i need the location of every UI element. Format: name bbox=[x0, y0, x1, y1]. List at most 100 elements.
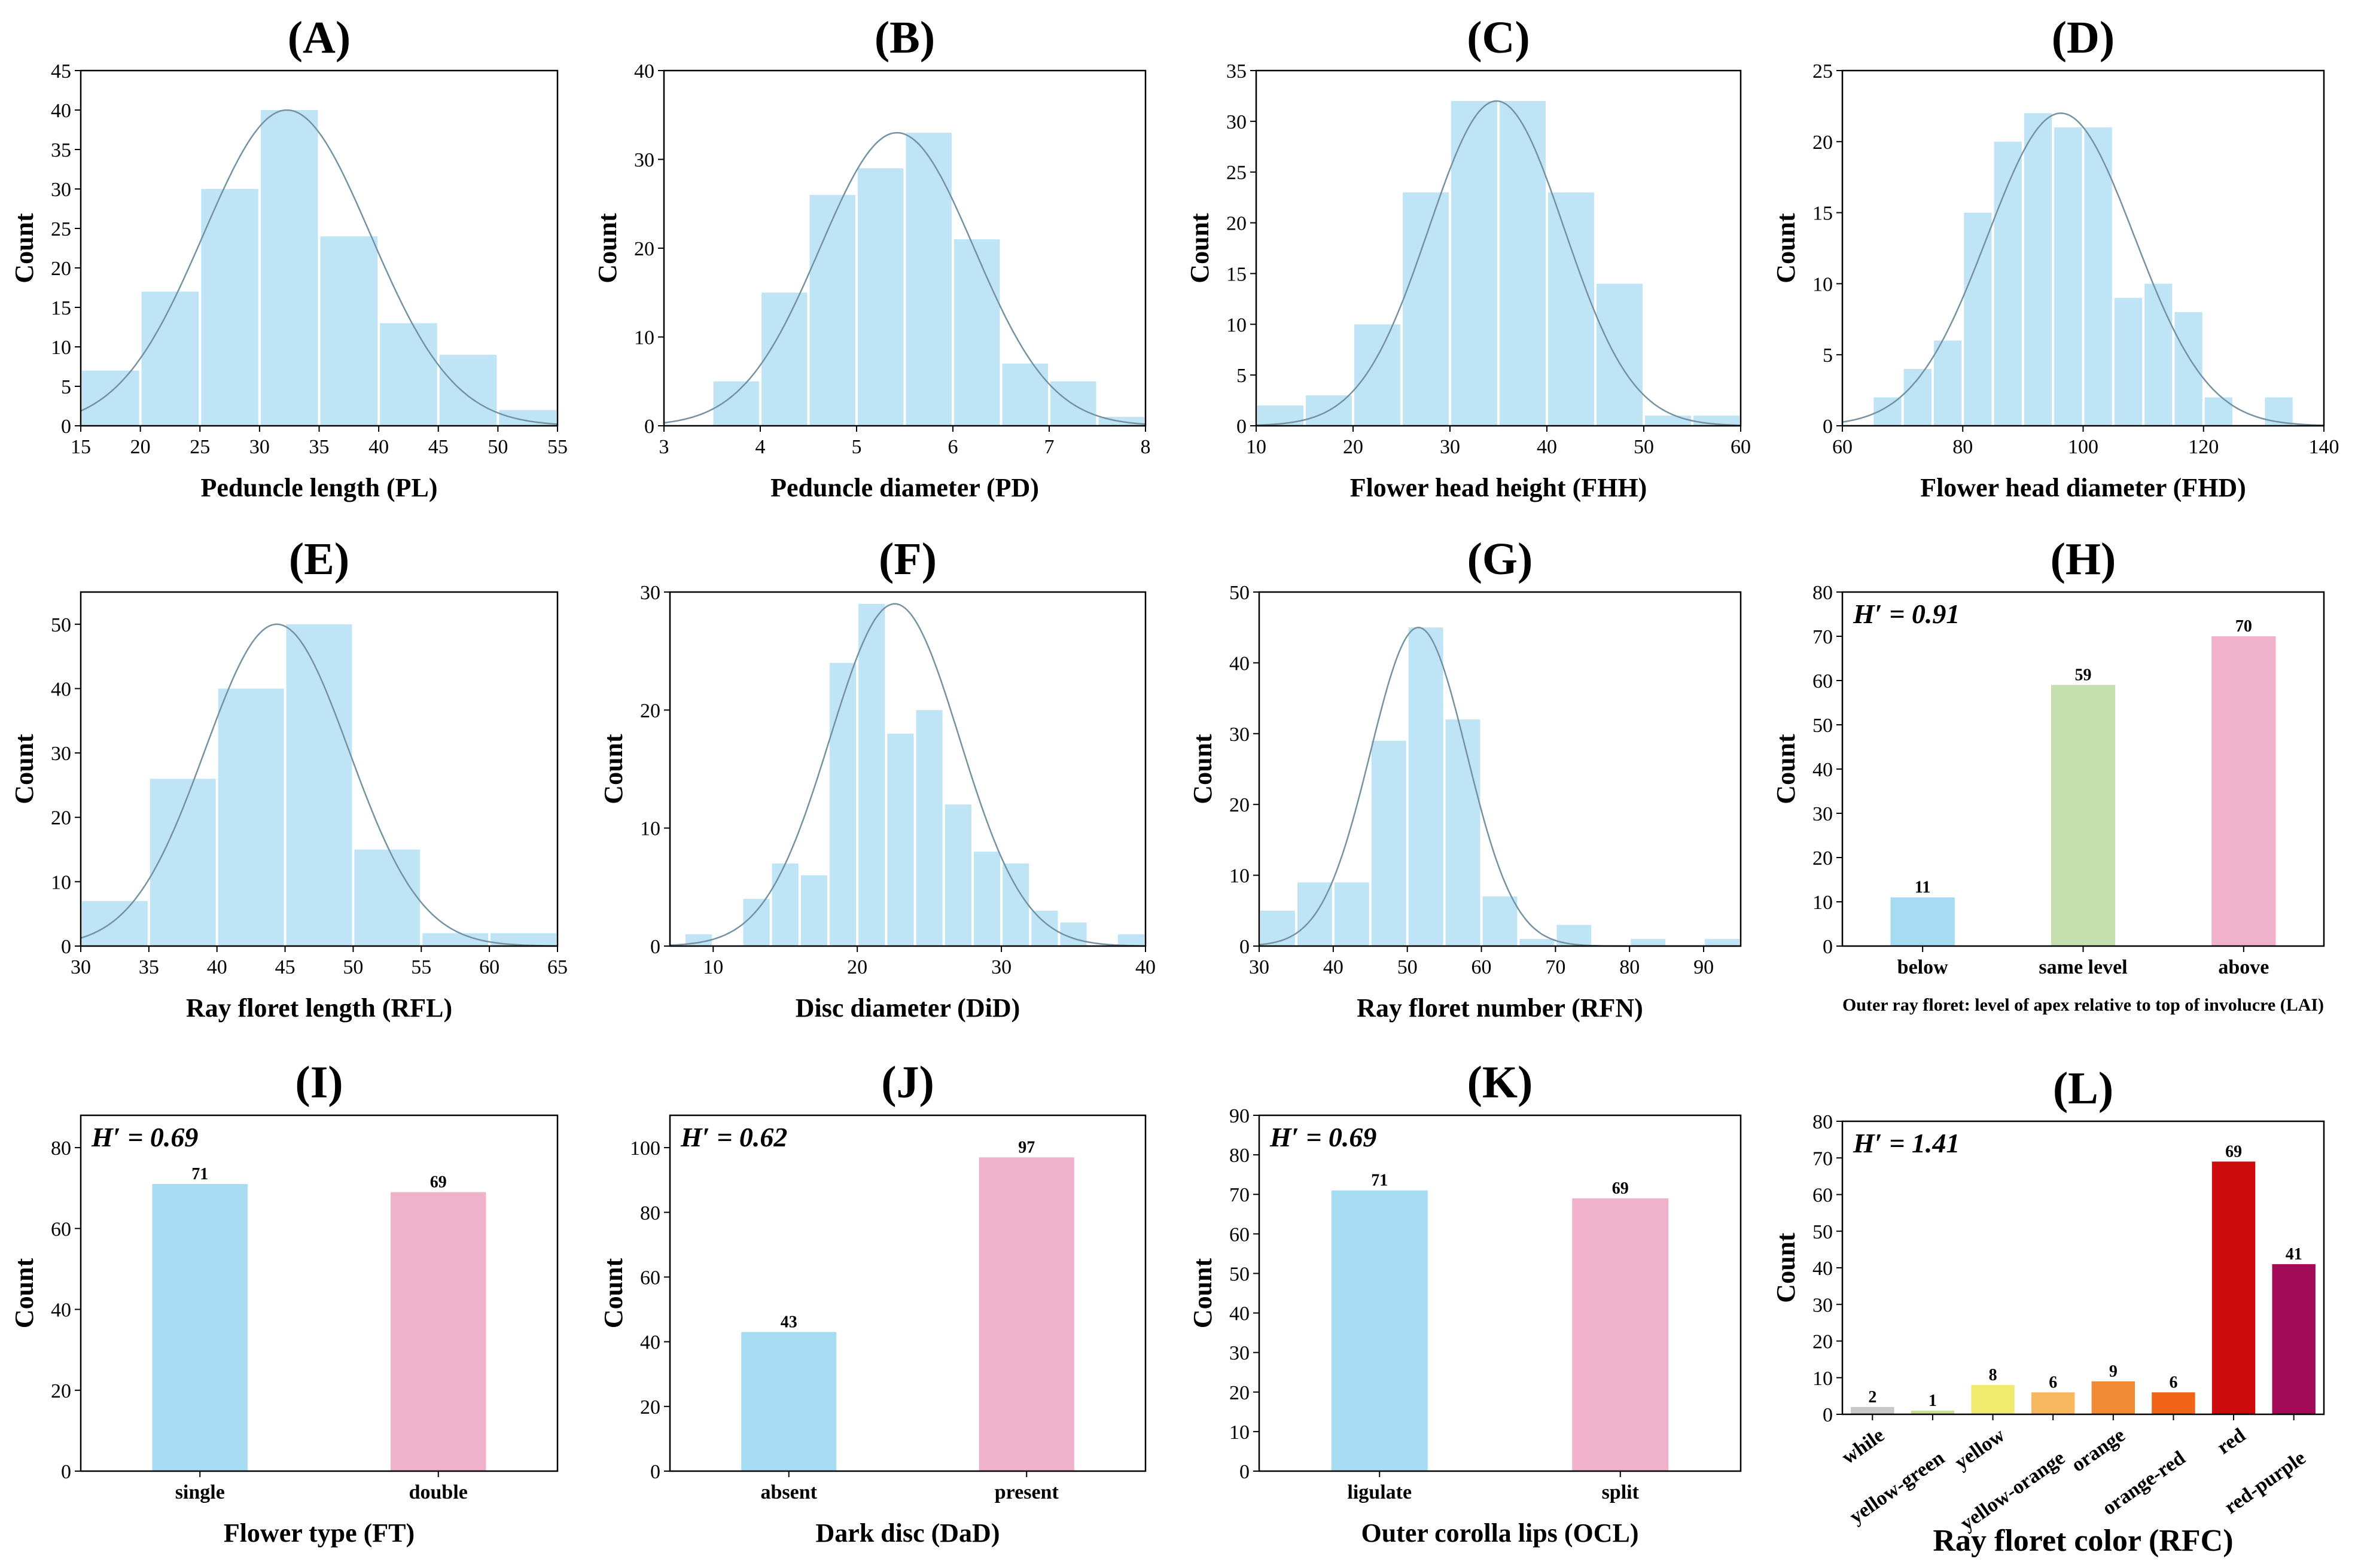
y-tick-label: 0 bbox=[1236, 416, 1247, 438]
y-tick-label: 20 bbox=[51, 1380, 71, 1402]
y-tick-label: 20 bbox=[1812, 847, 1833, 870]
histogram-bar bbox=[1548, 192, 1594, 426]
x-tick-label: 60 bbox=[1472, 956, 1492, 978]
data-label: 41 bbox=[2286, 1245, 2302, 1264]
category-label: double bbox=[409, 1481, 468, 1503]
histogram-bar bbox=[743, 899, 770, 946]
histogram-bar bbox=[1002, 364, 1048, 426]
plot-frame bbox=[80, 69, 559, 427]
y-axis-title: Count bbox=[1188, 734, 1217, 804]
panel-2: (B) Count 0 10 20 30 40 3 4 5 6 7 8 Peduncle diameter… bbox=[593, 13, 1151, 502]
y-tick-label: 0 bbox=[1823, 936, 1833, 958]
x-tick-label: 15 bbox=[71, 436, 91, 458]
panel-label: (I) bbox=[295, 1057, 343, 1108]
x-tick-label: 45 bbox=[428, 436, 449, 458]
y-tick-label: 10 bbox=[1226, 314, 1247, 336]
category-label: present bbox=[995, 1481, 1059, 1503]
histogram-bar bbox=[1964, 212, 1992, 426]
y-tick-label: 35 bbox=[51, 139, 71, 161]
y-tick-label: 10 bbox=[1812, 273, 1833, 295]
x-tick-label: 3 bbox=[659, 436, 669, 458]
category-label: yellow bbox=[1951, 1424, 2009, 1474]
x-tick-label: 70 bbox=[1545, 956, 1565, 978]
bar-above bbox=[2211, 636, 2276, 946]
y-tick-label: 5 bbox=[1823, 344, 1833, 367]
y-tick-label: 15 bbox=[51, 297, 71, 319]
panel-1: (A) Count 0 5 10 15 20 25 30 35 40 45 15 20 25 30 35 40 45… bbox=[10, 13, 568, 502]
y-tick-label: 0 bbox=[650, 1461, 660, 1483]
y-tick-label: 20 bbox=[640, 1396, 660, 1418]
normal-curve bbox=[1842, 112, 2325, 426]
y-tick-label: 5 bbox=[61, 376, 71, 398]
category-label: single bbox=[175, 1481, 225, 1503]
y-axis-title: Count bbox=[10, 734, 39, 804]
bar-red-purple bbox=[2272, 1264, 2316, 1414]
bar-yellow bbox=[1971, 1385, 2015, 1414]
y-tick-label: 0 bbox=[650, 936, 660, 958]
histogram-bar bbox=[491, 933, 556, 946]
category-label: ligulate bbox=[1347, 1481, 1412, 1503]
plot-frame bbox=[669, 591, 1147, 947]
normal-curve bbox=[80, 109, 558, 425]
plot-frame bbox=[1255, 69, 1742, 427]
histogram-bar bbox=[439, 355, 497, 426]
y-tick-label: 80 bbox=[51, 1137, 71, 1160]
histogram-bar bbox=[1451, 100, 1497, 426]
y-axis-title: Count bbox=[599, 734, 628, 804]
histogram-bar bbox=[772, 863, 799, 946]
y-tick-label: 0 bbox=[1239, 936, 1250, 958]
x-tick-label: 6 bbox=[948, 436, 958, 458]
x-axis-title: Ray floret color (RFC) bbox=[1933, 1524, 2233, 1558]
y-axis-title: Count bbox=[593, 213, 622, 283]
panel-label: (J) bbox=[881, 1057, 934, 1108]
x-tick-label: 40 bbox=[1323, 956, 1343, 978]
y-tick-label: 35 bbox=[1226, 60, 1247, 83]
histogram-bar bbox=[887, 733, 914, 946]
x-axis-title: Outer ray floret: level of apex relative… bbox=[1842, 995, 2324, 1015]
x-tick-label: 25 bbox=[190, 436, 210, 458]
y-tick-label: 40 bbox=[634, 60, 654, 83]
histogram-bar bbox=[422, 933, 489, 946]
y-tick-label: 10 bbox=[634, 327, 654, 349]
plot-frame bbox=[80, 591, 559, 947]
histogram-bar bbox=[260, 110, 318, 426]
panel-7: (G) Count 0 10 20 30 40 50 30 40 50 60 70 80 90 Ray flo… bbox=[1188, 534, 1742, 1023]
y-tick-label: 60 bbox=[1812, 1185, 1833, 1207]
x-tick-label: 140 bbox=[2309, 436, 2339, 458]
data-label: 70 bbox=[2235, 617, 2252, 636]
normal-curve bbox=[663, 132, 1146, 425]
data-label: 59 bbox=[2075, 666, 2092, 684]
x-tick-label: 35 bbox=[309, 436, 330, 458]
x-axis-title: Ray floret number (RFN) bbox=[1357, 993, 1643, 1023]
histogram-bar bbox=[1903, 368, 1932, 426]
histogram-bar bbox=[1117, 934, 1144, 946]
plot-frame bbox=[1841, 1120, 2325, 1416]
y-tick-label: 20 bbox=[634, 238, 654, 260]
diversity-index: H′ = 0.69 bbox=[1269, 1122, 1376, 1152]
x-tick-label: 10 bbox=[1246, 436, 1266, 458]
histogram-bar bbox=[1371, 740, 1406, 946]
panel-label: (H) bbox=[2051, 534, 2116, 584]
y-tick-label: 30 bbox=[1812, 803, 1833, 825]
histogram-bar bbox=[1003, 863, 1029, 946]
y-tick-label: 70 bbox=[1229, 1184, 1250, 1206]
data-label: 9 bbox=[2109, 1362, 2118, 1381]
data-label: 6 bbox=[2169, 1373, 2177, 1392]
y-tick-label: 50 bbox=[1229, 582, 1250, 604]
x-axis-title: Flower head diameter (FHD) bbox=[1920, 473, 2246, 502]
y-tick-label: 30 bbox=[1812, 1294, 1833, 1316]
x-tick-label: 80 bbox=[1952, 436, 1973, 458]
histogram-bar bbox=[1597, 283, 1643, 426]
x-tick-label: 55 bbox=[547, 436, 568, 458]
normal-curve bbox=[1256, 100, 1741, 426]
x-tick-label: 40 bbox=[207, 956, 227, 978]
plot-frame bbox=[1841, 69, 2325, 427]
histogram-bar bbox=[1334, 882, 1369, 946]
x-tick-label: 5 bbox=[852, 436, 862, 458]
x-tick-label: 30 bbox=[71, 956, 91, 978]
y-tick-label: 20 bbox=[1229, 1382, 1250, 1404]
y-tick-label: 10 bbox=[1229, 865, 1250, 887]
y-tick-label: 0 bbox=[61, 936, 71, 958]
y-tick-label: 40 bbox=[1229, 1303, 1250, 1325]
